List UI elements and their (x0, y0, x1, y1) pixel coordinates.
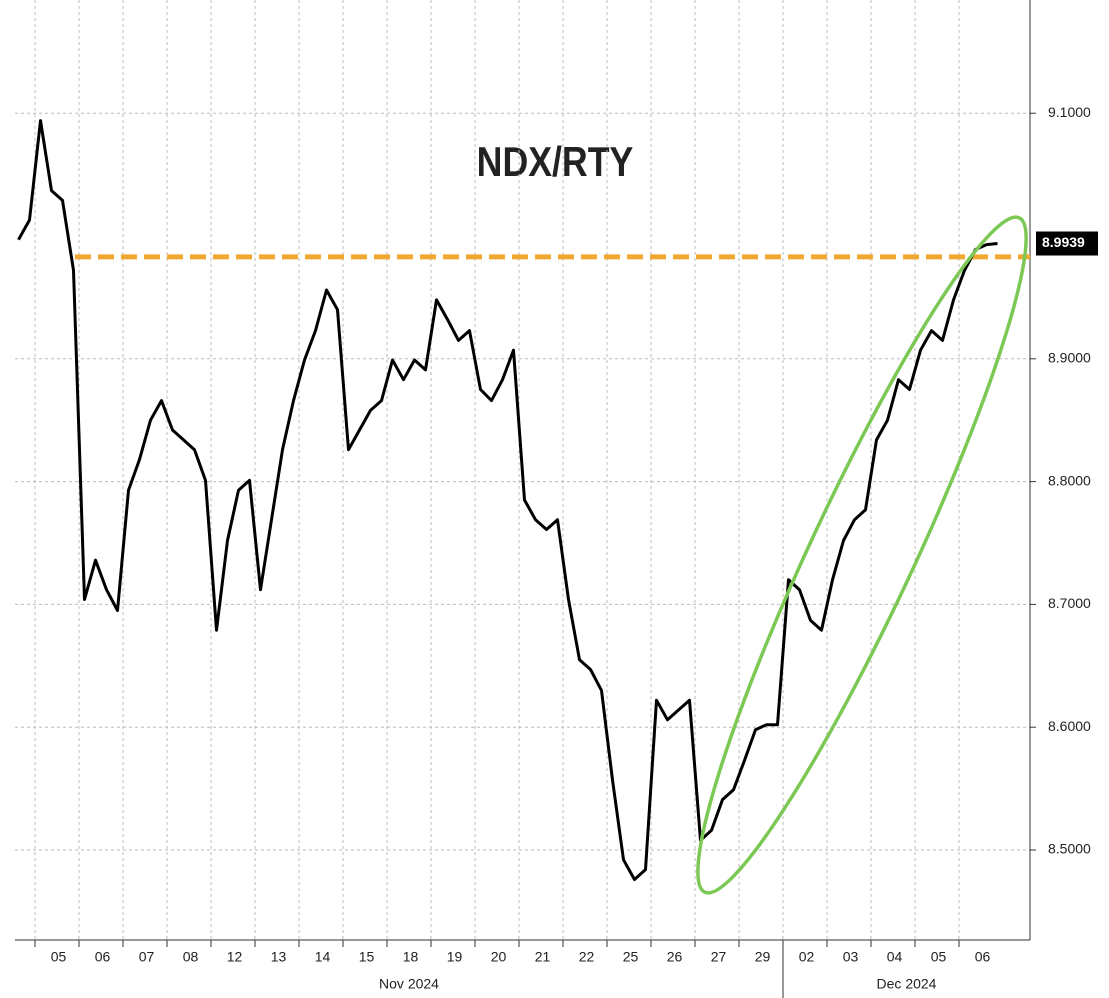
chart-title: NDX/RTY (477, 139, 634, 185)
x-tick-label: 21 (535, 949, 551, 965)
x-tick-label: 18 (403, 949, 419, 965)
x-tick-label: 29 (755, 949, 771, 965)
x-tick-label: 06 (975, 949, 991, 965)
x-tick-label: 02 (799, 949, 815, 965)
highlight-ellipse (696, 215, 1028, 895)
last-value-box (1036, 231, 1098, 256)
x-tick-label: 04 (887, 949, 903, 965)
x-tick-label: 15 (359, 949, 375, 965)
x-tick-label: 12 (227, 949, 243, 965)
x-tick-label: 19 (447, 949, 463, 965)
x-tick-label: 08 (183, 949, 199, 965)
y-tick-label: 8.5000 (1048, 841, 1091, 857)
x-tick-label: 05 (51, 949, 67, 965)
y-tick-label: 8.7000 (1048, 595, 1091, 611)
y-tick-label: 9.1000 (1048, 104, 1091, 120)
x-tick-label: 13 (271, 949, 287, 965)
x-tick-label: 14 (315, 949, 331, 965)
y-tick-label: 8.9000 (1048, 350, 1091, 366)
y-tick-label: 8.8000 (1048, 472, 1091, 488)
x-tick-label: 03 (843, 949, 859, 965)
x-tick-label: 27 (711, 949, 727, 965)
last-value-label: 8.9939 (1042, 234, 1085, 250)
x-group-label: Nov 2024 (379, 976, 439, 992)
x-tick-label: 07 (139, 949, 155, 965)
x-tick-label: 20 (491, 949, 507, 965)
x-tick-label: 22 (579, 949, 595, 965)
y-tick-label: 8.6000 (1048, 718, 1091, 734)
x-tick-label: 25 (623, 949, 639, 965)
x-group-label: Dec 2024 (877, 976, 937, 992)
x-tick-label: 06 (95, 949, 111, 965)
x-tick-label: 26 (667, 949, 683, 965)
data-line (17, 119, 998, 881)
x-tick-label: 05 (931, 949, 947, 965)
